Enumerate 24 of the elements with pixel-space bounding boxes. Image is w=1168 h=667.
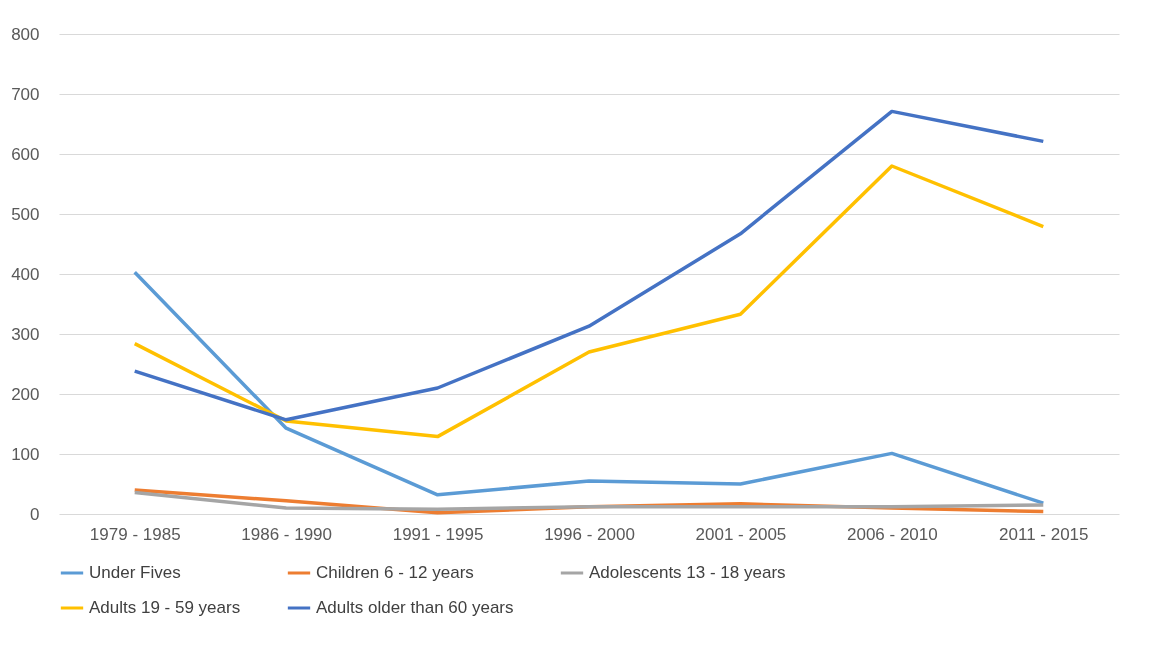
y-tick-label: 300 [11,324,40,344]
y-tick-label: 0 [30,504,40,524]
y-tick-label: 800 [11,24,40,44]
line-series [132,109,1046,422]
y-tick-label: 600 [11,144,40,164]
y-tick-label: 400 [11,264,40,284]
x-tick-label: 1979 - 1985 [89,524,181,544]
y-tick-label: 500 [11,204,40,224]
x-tick-label: 1996 - 2000 [544,524,635,544]
legend-label: Adolescents 13 - 18 years [589,563,786,582]
legend-label: Adults older than 60 years [316,598,514,617]
legend-label: Adults 19 - 59 years [89,598,241,617]
x-tick-label: 2001 - 2005 [695,524,787,544]
x-tick-label: 2011 - 2015 [999,524,1089,544]
legend-label: Children 6 - 12 years [316,563,474,582]
y-tick-label: 700 [11,84,40,104]
line-series [132,270,1046,505]
y-tick-label: 200 [11,384,40,404]
x-tick-label: 1986 - 1990 [241,524,333,544]
line-series [132,164,1046,439]
legend-label: Under Fives [89,563,181,582]
x-tick-label: 1991 - 1995 [392,524,484,544]
y-tick-label: 100 [11,444,40,464]
x-tick-label: 2006 - 2010 [846,524,938,544]
